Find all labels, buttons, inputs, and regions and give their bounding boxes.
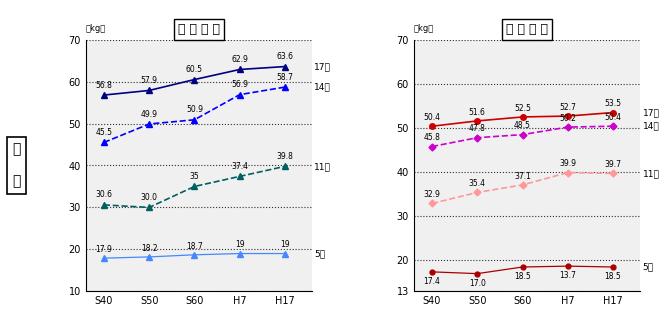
Text: 5歳: 5歳 (314, 249, 325, 258)
Text: 30.6: 30.6 (96, 190, 112, 200)
Text: 51.6: 51.6 (469, 108, 486, 117)
Text: 17歳: 17歳 (314, 62, 331, 71)
Text: 52.5: 52.5 (514, 104, 531, 113)
Text: 体

重: 体 重 (13, 142, 20, 189)
Text: 52.7: 52.7 (560, 103, 576, 112)
Title: ｜ 男 子 ｜: ｜ 男 子 ｜ (178, 23, 220, 36)
Text: 45.5: 45.5 (96, 128, 112, 137)
Text: 32.9: 32.9 (424, 190, 440, 199)
Text: 50.2: 50.2 (560, 114, 576, 123)
Text: 56.8: 56.8 (96, 81, 112, 90)
Text: 48.5: 48.5 (514, 121, 531, 130)
Text: 17.4: 17.4 (424, 277, 440, 286)
Text: 17.9: 17.9 (96, 245, 112, 254)
Text: 19: 19 (280, 240, 290, 249)
Text: 37.1: 37.1 (514, 171, 531, 180)
Text: 30.0: 30.0 (141, 193, 158, 202)
Text: 13.7: 13.7 (560, 271, 576, 280)
Text: 17.0: 17.0 (469, 279, 486, 288)
Text: 39.7: 39.7 (605, 160, 622, 169)
Text: 50.4: 50.4 (605, 113, 622, 122)
Text: 35: 35 (189, 172, 199, 181)
Text: 56.9: 56.9 (231, 80, 248, 89)
Text: 39.9: 39.9 (559, 159, 576, 168)
Text: 19: 19 (235, 240, 244, 249)
Text: 17歳: 17歳 (642, 108, 659, 117)
Text: 57.9: 57.9 (141, 76, 158, 85)
Text: 53.5: 53.5 (605, 99, 622, 108)
Text: 11歳: 11歳 (642, 169, 659, 178)
Text: 50.9: 50.9 (186, 105, 203, 114)
Text: 63.6: 63.6 (277, 52, 294, 61)
Text: 50.4: 50.4 (424, 113, 440, 122)
Text: 58.7: 58.7 (277, 72, 293, 82)
Text: 45.8: 45.8 (424, 133, 440, 142)
Text: 47.8: 47.8 (469, 124, 486, 133)
Text: 18.7: 18.7 (186, 242, 203, 251)
Title: ｜ 女 子 ｜: ｜ 女 子 ｜ (506, 23, 548, 36)
Text: 35.4: 35.4 (469, 179, 486, 188)
Text: 18.5: 18.5 (514, 272, 531, 281)
Text: 14歳: 14歳 (314, 83, 331, 92)
Text: 11歳: 11歳 (314, 162, 331, 171)
Text: 5歳: 5歳 (642, 262, 653, 271)
Text: 62.9: 62.9 (231, 55, 248, 64)
Text: （kg）: （kg） (414, 24, 434, 33)
Text: 18.2: 18.2 (141, 244, 158, 253)
Text: 39.8: 39.8 (277, 152, 293, 161)
Text: 14歳: 14歳 (642, 122, 659, 131)
Text: （kg）: （kg） (86, 24, 106, 33)
Text: 60.5: 60.5 (186, 65, 203, 74)
Text: 37.4: 37.4 (231, 162, 248, 171)
Text: 49.9: 49.9 (141, 110, 158, 118)
Text: 18.5: 18.5 (605, 272, 622, 281)
